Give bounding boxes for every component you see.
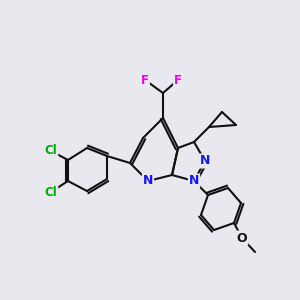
Text: O: O [237,232,247,244]
Text: N: N [143,175,153,188]
Text: Cl: Cl [45,145,57,158]
Text: N: N [200,154,210,167]
Text: F: F [174,74,182,86]
Text: N: N [189,175,199,188]
Text: Cl: Cl [45,185,57,199]
Text: F: F [141,74,149,86]
